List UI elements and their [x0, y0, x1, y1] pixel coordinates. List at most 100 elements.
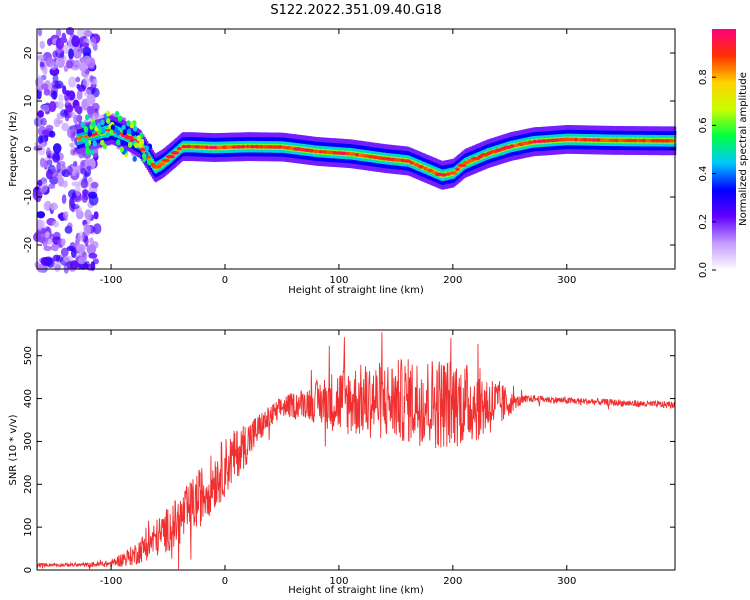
heatmap-cell — [57, 57, 65, 68]
heatmap-cell — [84, 236, 89, 247]
heatmap-cell — [39, 40, 45, 49]
heatmap-cell — [39, 58, 46, 71]
heatmap-cell — [136, 135, 141, 142]
heatmap-cell — [180, 146, 183, 149]
heatmap-cell — [567, 137, 575, 142]
heatmap-cell — [71, 35, 80, 48]
heatmap-cell — [73, 59, 80, 69]
heatmap-cell — [90, 149, 95, 156]
figure-title: S122.2022.351.09.40.G18 — [270, 3, 441, 18]
heatmap-cell — [124, 135, 134, 140]
heatmap-cell — [65, 90, 70, 96]
heatmap-cell — [100, 119, 105, 126]
heatmap-cell — [114, 110, 120, 117]
heatmap-cell — [121, 124, 126, 131]
heatmap-cell — [60, 247, 69, 257]
spectrogram-y-label: Frequency (Hz) — [8, 111, 19, 187]
heatmap-cell — [62, 44, 71, 54]
heatmap-cell — [74, 105, 82, 113]
heatmap-cell — [134, 142, 139, 149]
heatmap-cell — [122, 129, 128, 136]
heatmap-cell — [37, 74, 42, 85]
heatmap-cell — [61, 194, 67, 205]
heatmap-cell — [101, 128, 106, 134]
heatmap-cell — [83, 55, 91, 65]
heatmap-cell — [110, 124, 116, 131]
colorbar-tick-label: 0.4 — [698, 166, 709, 182]
heatmap-cell — [448, 171, 457, 175]
heatmap-cell — [90, 36, 97, 48]
heatmap-cell — [53, 231, 61, 241]
heatmap-cell — [48, 183, 56, 189]
colorbar-tick-label: 0.8 — [698, 69, 709, 85]
heatmap-cell — [85, 114, 90, 121]
spectrogram-x-tick-label: 0 — [222, 275, 228, 286]
heatmap-cell — [636, 138, 643, 143]
spectrogram-x-tick-label: 200 — [443, 275, 462, 286]
heatmap-cell — [93, 223, 102, 235]
heatmap-cell — [144, 145, 149, 152]
heatmap-cell — [394, 158, 403, 162]
heatmap-cell — [170, 151, 180, 155]
heatmap-cell — [109, 129, 114, 136]
heatmap-cell — [58, 160, 66, 167]
heatmap-cell — [50, 90, 58, 100]
heatmap-cell — [120, 140, 126, 147]
heatmap-cell — [509, 144, 515, 148]
heatmap-cell — [127, 141, 133, 148]
heatmap-cell — [52, 153, 61, 163]
heatmap-cell — [127, 128, 132, 135]
heatmap-cell — [92, 140, 97, 147]
heatmap-cell — [245, 144, 250, 149]
heatmap-cell — [131, 130, 136, 137]
heatmap-cell — [83, 224, 92, 236]
heatmap-cell — [172, 153, 175, 157]
heatmap-cell — [84, 158, 95, 168]
heatmap-cell — [119, 146, 125, 153]
heatmap-cell — [177, 146, 182, 151]
heatmap-cell — [57, 176, 64, 187]
heatmap-cell — [50, 62, 58, 71]
heatmap-cell — [83, 188, 88, 198]
heatmap-cell — [49, 202, 58, 211]
snr-y-tick-label: 0 — [23, 567, 34, 573]
spectrogram-x-label: Height of straight line (km) — [288, 285, 424, 296]
heatmap-cell — [89, 75, 94, 82]
heatmap-cell — [39, 157, 46, 168]
heatmap-cell — [139, 138, 145, 145]
heatmap-cell — [204, 145, 209, 150]
heatmap-cell — [413, 162, 416, 165]
heatmap-cell — [157, 162, 166, 166]
heatmap-cell — [66, 260, 73, 269]
heatmap-cell — [577, 138, 580, 142]
heatmap-cell — [86, 216, 91, 225]
heatmap-cell — [36, 211, 46, 219]
heatmap-cell — [68, 76, 77, 88]
heatmap-cell — [71, 181, 81, 187]
heatmap-cell — [41, 129, 50, 136]
spectrogram-y-tick-label: 10 — [23, 95, 34, 108]
heatmap-cell — [67, 105, 74, 112]
heatmap-cell — [75, 184, 81, 197]
spectrogram-x-tick-label: 100 — [329, 275, 348, 286]
snr-y-tick-label: 400 — [23, 389, 34, 408]
spectrogram-heatmap — [32, 27, 677, 274]
heatmap-cell — [45, 231, 50, 239]
snr-x-tick-label: -100 — [100, 576, 123, 587]
colorbar-gradient — [712, 29, 736, 270]
heatmap-cell — [83, 29, 93, 37]
snr-x-tick-label: 0 — [222, 576, 228, 587]
heatmap-cell — [440, 173, 448, 177]
heatmap-cell — [36, 219, 43, 231]
heatmap-cell — [259, 145, 264, 149]
heatmap-cell — [339, 151, 348, 156]
heatmap-cell — [426, 167, 429, 171]
heatmap-cell — [581, 138, 589, 142]
heatmap-cell — [66, 165, 73, 176]
heatmap-cell — [52, 220, 60, 228]
heatmap-cell — [36, 263, 45, 273]
heatmap-cell — [68, 48, 74, 60]
heatmap-cell — [132, 125, 138, 132]
heatmap-cell — [61, 37, 68, 43]
heatmap-cell — [427, 168, 434, 173]
